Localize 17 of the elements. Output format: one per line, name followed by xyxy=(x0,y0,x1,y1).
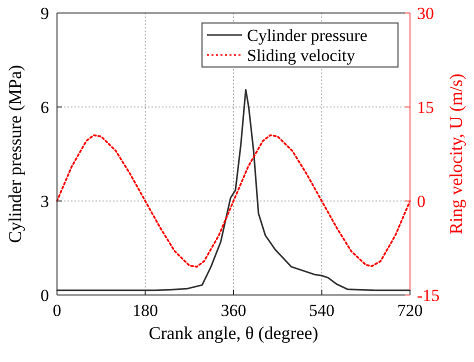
x-axis-title: Crank angle, θ (degree) xyxy=(148,323,318,343)
y-axis-title: Cylinder pressure (MPa) xyxy=(5,65,25,243)
legend-label: Sliding velocity xyxy=(247,46,356,65)
x-tick-label: 180 xyxy=(132,301,158,320)
y-tick-label: 0 xyxy=(40,286,49,305)
y2-tick-label: 30 xyxy=(417,4,434,23)
y2-tick-label: 0 xyxy=(417,192,426,211)
legend-label: Cylinder pressure xyxy=(247,26,368,45)
x-tick-label: 0 xyxy=(52,301,62,320)
y2-axis-title: Ring velocity, U (m/s) xyxy=(446,74,466,234)
y-tick-label: 6 xyxy=(40,98,49,117)
x-tick-label: 540 xyxy=(309,301,334,320)
x-tick-label: 360 xyxy=(220,301,246,320)
line-series xyxy=(56,134,411,268)
y2-tick-label: 15 xyxy=(417,98,434,117)
y-tick-label: 9 xyxy=(40,4,49,23)
y-tick-label: 3 xyxy=(40,192,49,211)
